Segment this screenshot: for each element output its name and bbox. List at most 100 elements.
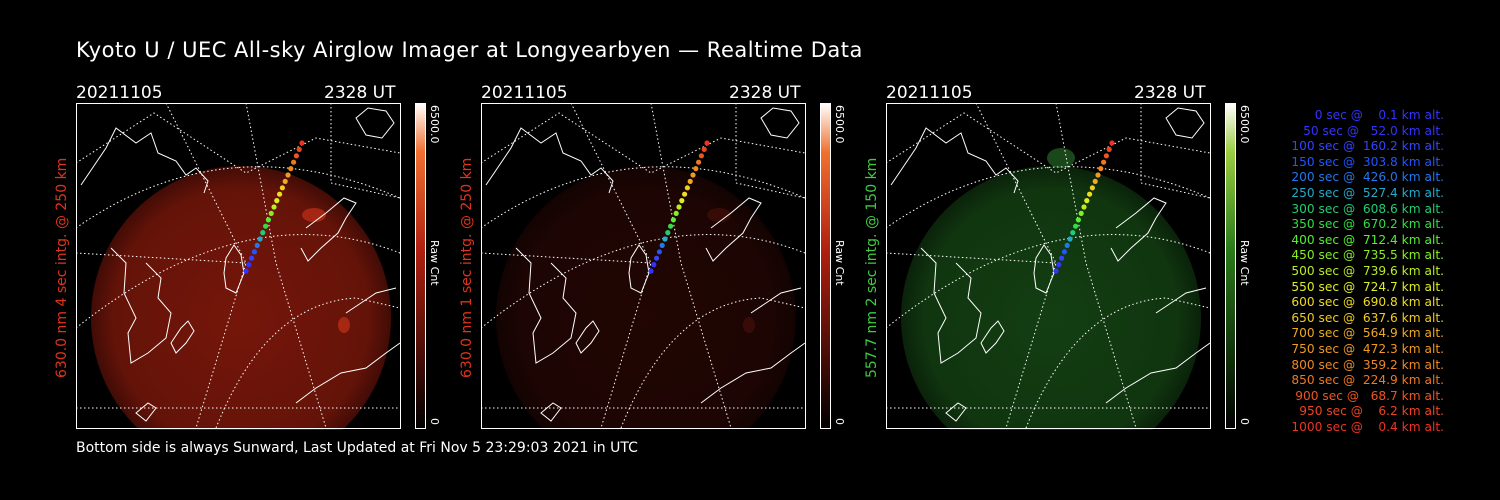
aurora-spot: [1047, 148, 1075, 168]
trajectory-point: [659, 242, 665, 248]
legend-entry: 250 sec @ 527.4 km alt.: [1291, 185, 1444, 200]
legend-entry: 650 sec @ 637.6 km alt.: [1291, 310, 1444, 325]
legend-entry: 800 sec @ 359.2 km alt.: [1291, 357, 1444, 372]
legend-entry: 50 sec @ 52.0 km alt.: [1303, 123, 1444, 138]
trajectory-point: [274, 198, 280, 204]
trajectory-point: [1101, 159, 1107, 165]
colorbar-label: Raw Cnt: [428, 240, 441, 286]
trajectory-point: [293, 153, 299, 159]
legend-entry: 550 sec @ 724.7 km alt.: [1291, 279, 1444, 294]
colorbar-min: 0: [1238, 418, 1251, 425]
aurora-spot: [338, 317, 350, 333]
legend-entry: 150 sec @ 303.8 km alt.: [1291, 154, 1444, 169]
trajectory-point: [288, 166, 294, 172]
trajectory-point: [693, 166, 699, 172]
trajectory-point: [696, 159, 702, 165]
map-grid: [886, 103, 1211, 429]
trajectory-point: [1084, 198, 1090, 204]
legend-entry: 750 sec @ 472.3 km alt.: [1291, 341, 1444, 356]
panel-frame: [76, 103, 401, 429]
panel-ylabel: 630.0 nm 1 sec intg. @ 250 km: [459, 157, 475, 378]
trajectory-point: [1092, 178, 1098, 184]
trajectory-point: [296, 146, 302, 152]
trajectory-point: [257, 236, 263, 242]
airglow-disk: [91, 166, 391, 430]
trajectory-point: [682, 191, 688, 197]
trajectory-point: [299, 140, 305, 146]
trajectory-point: [656, 249, 662, 255]
trajectory-point: [1059, 255, 1065, 261]
aurora-spot: [743, 317, 755, 333]
trajectory-point: [268, 210, 274, 216]
trajectory-point: [243, 268, 249, 274]
panel-date: 20211105: [76, 83, 163, 103]
legend-entry: 350 sec @ 670.2 km alt.: [1291, 217, 1444, 232]
colorbar: [1225, 103, 1236, 429]
trajectory-point: [701, 146, 707, 152]
colorbar-max: 6500.0: [833, 105, 846, 144]
legend-entry: 200 sec @ 426.0 km alt.: [1291, 170, 1444, 185]
legend-entry: 100 sec @ 160.2 km alt.: [1291, 139, 1444, 154]
legend-entry: 1000 sec @ 0.4 km alt.: [1291, 419, 1444, 434]
trajectory-point: [687, 178, 693, 184]
trajectory-point: [1075, 217, 1081, 223]
airglow-disk: [496, 166, 796, 430]
trajectory-point: [1064, 242, 1070, 248]
coastline: [80, 107, 401, 422]
trajectory-point: [1106, 146, 1112, 152]
trajectory-point: [690, 172, 696, 178]
legend-entry: 450 sec @ 735.5 km alt.: [1291, 248, 1444, 263]
trajectory-point: [654, 255, 660, 261]
trajectory-point: [1095, 172, 1101, 178]
legend-entry: 300 sec @ 608.6 km alt.: [1291, 201, 1444, 216]
colorbar-min: 0: [428, 418, 441, 425]
map-grid: [481, 103, 806, 429]
colorbar-label: Raw Cnt: [833, 240, 846, 286]
panel-time: 2328 UT: [1134, 83, 1206, 103]
legend-entry: 950 sec @ 6.2 km alt.: [1299, 404, 1444, 419]
map-grid: [76, 103, 401, 429]
trajectory-point: [1073, 223, 1079, 229]
trajectory-point: [1056, 262, 1062, 268]
panel-time: 2328 UT: [324, 83, 396, 103]
panel-date: 20211105: [481, 83, 568, 103]
colorbar-max: 6500.0: [1238, 105, 1251, 144]
panel-time: 2328 UT: [729, 83, 801, 103]
trajectory-point: [676, 204, 682, 210]
trajectory-point: [662, 236, 668, 242]
trajectory-legend: 0 sec @ 0.1 km alt. 50 sec @ 52.0 km alt.…: [1262, 108, 1444, 435]
allsky-image: [481, 103, 806, 430]
trajectory-point: [271, 204, 277, 210]
trajectory-point: [648, 268, 654, 274]
trajectory-point: [1098, 166, 1104, 172]
trajectory-point: [1087, 191, 1093, 197]
legend-entry: 850 sec @ 224.9 km alt.: [1291, 373, 1444, 388]
colorbar-label: Raw Cnt: [1238, 240, 1251, 286]
allsky-image: [886, 103, 1211, 430]
trajectory-point: [679, 198, 685, 204]
coastline: [485, 107, 806, 422]
legend-entry: 0 sec @ 0.1 km alt.: [1314, 108, 1444, 122]
colorbar-min: 0: [833, 418, 846, 425]
trajectory-point: [279, 185, 285, 191]
trajectory-point: [704, 140, 710, 146]
trajectory-point: [665, 230, 671, 236]
trajectory-point: [251, 249, 257, 255]
trajectory-point: [1061, 249, 1067, 255]
trajectory-point: [684, 185, 690, 191]
trajectory-point: [1109, 140, 1115, 146]
trajectory-point: [1081, 204, 1087, 210]
colorbar-max: 6500.0: [428, 105, 441, 144]
trajectory-point: [263, 223, 269, 229]
trajectory-point: [673, 210, 679, 216]
panel-ylabel: 557.7 nm 2 sec intg. @ 150 km: [864, 157, 880, 378]
aurora-spot: [707, 208, 731, 222]
trajectory-point: [668, 223, 674, 229]
trajectory-point: [265, 217, 271, 223]
trajectory-point: [285, 172, 291, 178]
legend-entry: 900 sec @ 68.7 km alt.: [1295, 388, 1444, 403]
coastline: [890, 107, 1211, 422]
trajectory-point: [291, 159, 297, 165]
trajectory-point: [698, 153, 704, 159]
panel-frame: [481, 103, 806, 429]
